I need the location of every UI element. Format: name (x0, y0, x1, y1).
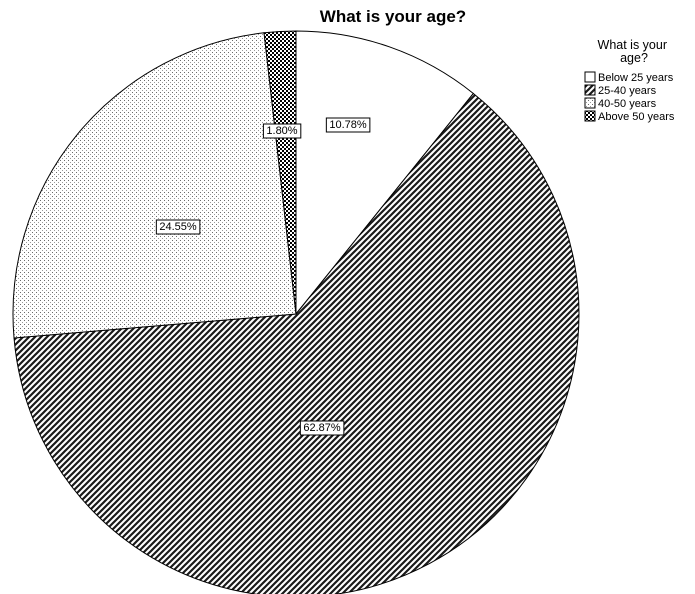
data-label: 24.55% (155, 219, 201, 235)
data-label: 10.78% (325, 117, 371, 133)
legend-label: Above 50 years (598, 111, 675, 123)
data-label-box (155, 219, 201, 235)
legend-item: Above 50 years (584, 110, 675, 123)
pie-slices (12, 30, 580, 594)
legend-swatch (584, 110, 596, 122)
legend-label: Below 25 years (598, 72, 674, 84)
legend-label: 40-50 years (598, 98, 657, 110)
legend-swatch (584, 71, 596, 83)
chart-title: What is your age? (320, 7, 466, 26)
data-label-box (299, 420, 345, 436)
data-label-text: 10.78% (329, 119, 367, 131)
legend-item: 25-40 years (584, 84, 657, 97)
data-label-box (325, 117, 371, 133)
pie-slice-above-50-years (263, 30, 297, 315)
legend-label: 25-40 years (598, 85, 657, 97)
data-label-box (262, 123, 302, 139)
data-label-text: 24.55% (159, 221, 197, 233)
data-label-text: 62.87% (303, 422, 341, 434)
data-label: 62.87% (299, 420, 345, 436)
legend-title: What is your age? (598, 38, 671, 65)
data-label: 1.80% (262, 123, 302, 139)
legend-swatch (584, 97, 596, 109)
legend-item: 40-50 years (584, 97, 657, 110)
pie-data-labels: 10.78% 62.87% 24.55% 1.80% (155, 117, 371, 436)
legend-item: Below 25 years (584, 71, 674, 84)
pie-slice-below-25-years (295, 30, 475, 316)
pie-slice-25-40-years (13, 92, 580, 594)
pie-slice-40-50-years (12, 32, 297, 339)
data-label-text: 1.80% (266, 125, 297, 137)
legend-swatch (584, 84, 596, 96)
